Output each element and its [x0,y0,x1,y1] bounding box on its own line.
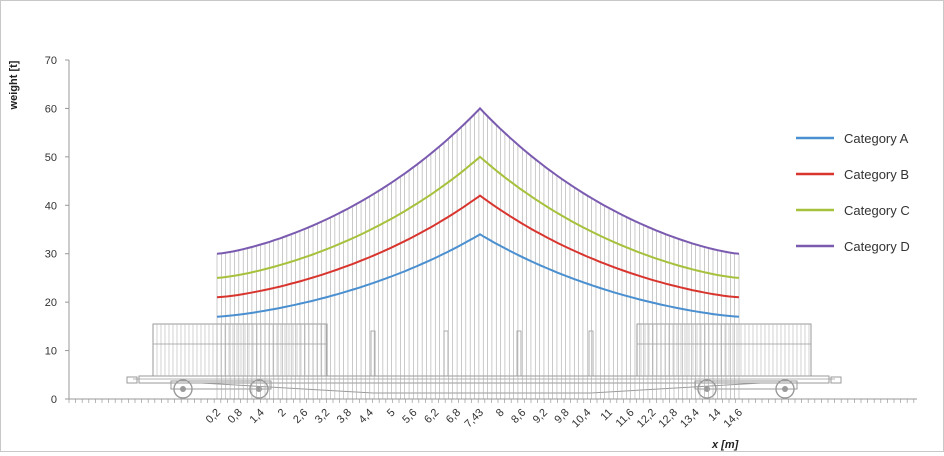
x-tick-label: 6,2 [422,407,441,426]
wagon-stake [589,331,593,376]
y-tick-label: 30 [45,249,57,261]
y-tick-label: 40 [45,200,57,212]
wagon-wheel-hub [704,386,710,392]
vertical-gridlines [217,110,739,399]
y-tick-label: 10 [45,346,57,358]
x-tick-label: 12,2 [635,407,659,431]
y-tick-label: 70 [45,55,57,67]
y-tick-labels: 0 10 20 30 40 50 60 70 [45,55,57,406]
wagon-stake [517,331,521,376]
y-tick-label: 60 [45,103,57,115]
wagon-wheel-hub [256,386,262,392]
legend-label: Category A [844,131,909,146]
wagon-buffer [127,377,137,383]
wagon-underframe [201,383,761,393]
series-line-category-d [217,108,739,253]
x-tick-label: 1,4 [248,407,267,426]
wagon-wheel-hub [180,386,186,392]
x-tick-label: 0,2 [204,407,223,426]
x-tick-label: 6,8 [444,407,463,426]
x-tick-label: 10,4 [570,407,594,431]
x-tick-label: 13,4 [678,407,702,431]
x-tick-label: 0,8 [226,407,245,426]
x-tick-label: 8 [494,407,507,420]
y-tick-label: 0 [51,394,57,406]
series-line-category-c [217,157,739,278]
wagon-bogie-frame [695,381,797,389]
x-tick-label: 5 [385,407,398,420]
x-tick-label: 11 [599,407,616,424]
wagon-stake [444,331,448,376]
wagon-buffer [831,377,841,383]
x-tick-label: 4,4 [357,407,376,426]
y-tick-label: 20 [45,297,57,309]
x-tick-label: 3,2 [313,407,332,426]
x-tick-label: 5,6 [400,407,419,426]
wagon-deck [139,376,829,383]
x-tick-label: 12,8 [656,407,680,431]
x-axis-label: x [m] [711,439,739,451]
y-tick-label: 50 [45,152,57,164]
x-tick-label: 3,8 [335,407,354,426]
legend-label: Category C [844,203,910,218]
wagon-wheel-hub [782,386,788,392]
x-tick-label: 11,6 [614,407,637,430]
x-tick-label: 9,8 [552,407,571,426]
x-tick-label: 2 [276,407,289,420]
legend-label: Category D [844,239,910,254]
wagon-illustration [127,324,841,398]
legend: Category A Category B Category C Category D [796,131,910,254]
x-tick-label: 9,2 [531,407,550,426]
x-tick-label: 7,43 [462,407,486,431]
x-tick-label: 8,6 [509,407,528,426]
x-tick-labels: 0,2 0,8 1,4 2 2,6 3,2 3,8 4,4 5 5,6 6,2 6,8 7,43 8 8,6… [204,407,745,431]
x-tick-label: 14,6 [721,407,745,431]
y-axis-label: weight [t] [8,60,20,110]
x-tick-label: 2,6 [291,407,310,426]
legend-label: Category B [844,167,909,182]
